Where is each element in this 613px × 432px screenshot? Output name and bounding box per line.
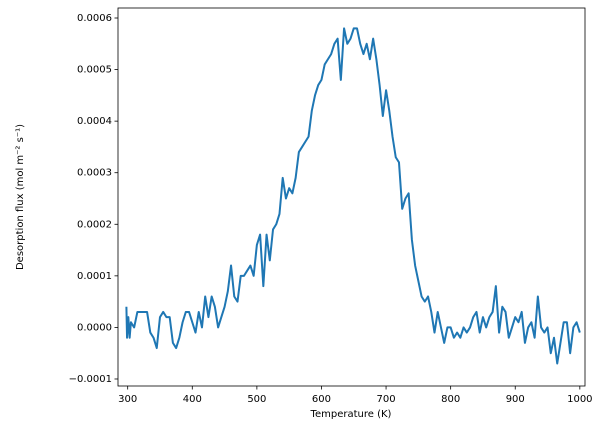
y-tick-label: 0.0002 [77,219,112,230]
x-tick-label: 600 [312,394,331,405]
y-tick-label: 0.0001 [77,271,112,282]
y-axis-label: Desorption flux (mol m⁻² s⁻¹) [15,124,26,270]
y-tick-label: 0.0000 [77,322,112,333]
y-tick-label: 0.0003 [77,168,112,179]
x-tick-label: 1000 [567,394,592,405]
x-axis-label: Temperature (K) [310,409,392,420]
data-line [125,27,581,365]
x-tick-label: 300 [118,394,137,405]
y-tick-label: 0.0005 [77,65,112,76]
plot-frame [117,7,586,387]
x-tick-label: 900 [506,394,525,405]
y-tick-label: −0.0001 [69,374,112,385]
x-tick-label: 500 [247,394,266,405]
x-tick-label: 400 [183,394,202,405]
y-tick-label: 0.0006 [77,13,112,24]
y-tick-label: 0.0004 [77,116,112,127]
x-tick-label: 800 [441,394,460,405]
x-tick-label: 700 [377,394,396,405]
